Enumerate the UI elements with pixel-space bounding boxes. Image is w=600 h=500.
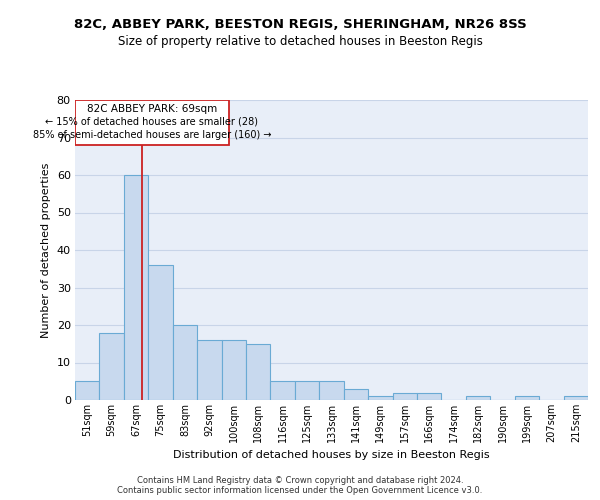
Text: ← 15% of detached houses are smaller (28): ← 15% of detached houses are smaller (28… — [46, 117, 259, 127]
Bar — [75, 381, 100, 400]
Bar — [124, 175, 148, 400]
Bar — [246, 344, 271, 400]
Bar — [197, 340, 221, 400]
Y-axis label: Number of detached properties: Number of detached properties — [41, 162, 51, 338]
Text: 82C, ABBEY PARK, BEESTON REGIS, SHERINGHAM, NR26 8SS: 82C, ABBEY PARK, BEESTON REGIS, SHERINGH… — [74, 18, 526, 30]
FancyBboxPatch shape — [75, 100, 229, 145]
Text: 82C ABBEY PARK: 69sqm: 82C ABBEY PARK: 69sqm — [87, 104, 217, 114]
Bar — [148, 265, 173, 400]
Bar — [100, 332, 124, 400]
Bar — [319, 381, 344, 400]
Bar — [295, 381, 319, 400]
Bar — [173, 325, 197, 400]
Bar — [221, 340, 246, 400]
Text: Contains HM Land Registry data © Crown copyright and database right 2024.: Contains HM Land Registry data © Crown c… — [137, 476, 463, 485]
Bar — [515, 396, 539, 400]
X-axis label: Distribution of detached houses by size in Beeston Regis: Distribution of detached houses by size … — [173, 450, 490, 460]
Bar — [563, 396, 588, 400]
Bar — [368, 396, 392, 400]
Bar — [392, 392, 417, 400]
Bar — [417, 392, 442, 400]
Text: 85% of semi-detached houses are larger (160) →: 85% of semi-detached houses are larger (… — [32, 130, 271, 140]
Bar — [344, 389, 368, 400]
Text: Contains public sector information licensed under the Open Government Licence v3: Contains public sector information licen… — [118, 486, 482, 495]
Bar — [271, 381, 295, 400]
Bar — [466, 396, 490, 400]
Text: Size of property relative to detached houses in Beeston Regis: Size of property relative to detached ho… — [118, 35, 482, 48]
